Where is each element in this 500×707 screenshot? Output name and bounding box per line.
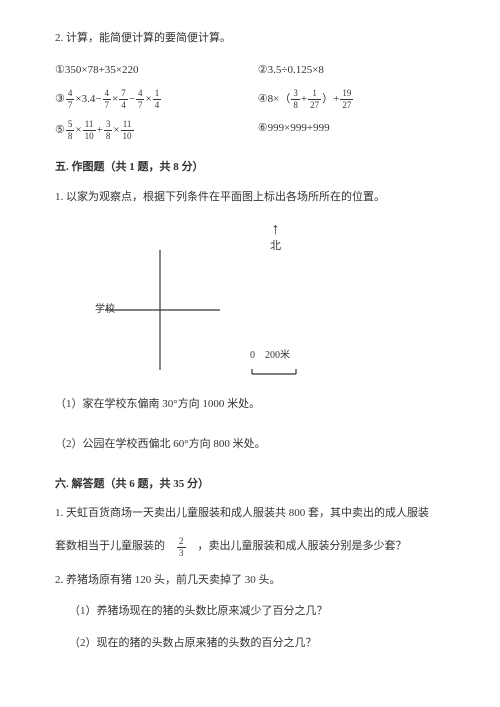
fraction: 58 xyxy=(66,120,75,141)
scale-value: 200米 xyxy=(265,350,290,361)
diagram: ↑ 北 学校 0 200米 xyxy=(95,220,335,380)
calc-left: ①350×78+35×220 xyxy=(55,62,258,80)
calc-rows: ①350×78+35×220②3.5÷0.125×8③ 47 ×3.4− 47 … xyxy=(55,62,445,142)
section-5-sub1: （1）家在学校东偏南 30°方向 1000 米处。 xyxy=(55,396,445,414)
fraction: 47 xyxy=(136,89,145,110)
fraction: 38 xyxy=(291,89,300,110)
north-indicator: ↑ 北 xyxy=(270,222,281,256)
section-6-q2: 2. 养猪场原有猪 120 头，前几天卖掉了 30 头。 xyxy=(55,572,445,590)
section-5-q1: 1. 以家为观察点，根据下列条件在平面图上标出各场所所在的位置。 xyxy=(55,189,445,207)
q1b-frac-num: 2 xyxy=(177,537,186,548)
fraction: 1110 xyxy=(83,120,96,141)
calc-right: ②3.5÷0.125×8 xyxy=(258,62,445,80)
fraction: 38 xyxy=(104,120,113,141)
section-5-sub2: （2）公园在学校西偏北 60°方向 800 米处。 xyxy=(55,436,445,454)
calc-left: ③ 47 ×3.4− 47 × 74 − 47 × 14 xyxy=(55,89,258,110)
fraction: 47 xyxy=(66,89,75,110)
fraction: 47 xyxy=(103,89,112,110)
calc-row: ③ 47 ×3.4− 47 × 74 − 47 × 14④8×（ 38 + 12… xyxy=(55,89,445,110)
section-6-q1-line1: 1. 天虹百货商场一天卖出儿童服装和成人服装共 800 套，其中卖出的成人服装 xyxy=(55,505,445,523)
arrow-up-icon: ↑ xyxy=(270,222,281,238)
section-6-title: 六. 解答题（共 6 题，共 35 分） xyxy=(55,476,445,494)
section-5-title: 五. 作图题（共 1 题，共 8 分） xyxy=(55,159,445,177)
fraction: 127 xyxy=(308,89,321,110)
scale-bar: 0 200米 xyxy=(250,348,298,380)
fraction: 1927 xyxy=(340,89,353,110)
fraction: 1110 xyxy=(121,120,134,141)
calc-row: ①350×78+35×220②3.5÷0.125×8 xyxy=(55,62,445,80)
scale-line-icon xyxy=(250,368,298,376)
fraction: 74 xyxy=(119,89,128,110)
q1b-fraction: 2 3 xyxy=(177,537,186,558)
section-6-q1-line2: 套数相当于儿童服装的 2 3 ，卖出儿童服装和成人服装分别是多少套？ xyxy=(55,537,407,558)
fraction: 14 xyxy=(153,89,162,110)
q1b-frac-den: 3 xyxy=(177,548,186,558)
calc-right: ④8×（ 38 + 127 ）+ 1927 xyxy=(258,89,445,110)
q1b-pre: 套数相当于儿童服装的 xyxy=(55,538,176,556)
school-label: 学校 xyxy=(95,302,115,318)
q1b-post: ，卖出儿童服装和成人服装分别是多少套？ xyxy=(187,538,407,556)
calc-row: ⑤ 58 × 1110 + 38 × 1110⑥999×999+999 xyxy=(55,120,445,141)
question-2-intro: 2. 计算，能简便计算的要简便计算。 xyxy=(55,30,445,48)
calc-right: ⑥999×999+999 xyxy=(258,120,445,141)
calc-left: ⑤ 58 × 1110 + 38 × 1110 xyxy=(55,120,258,141)
section-6-q2-2: （2）现在的猪的头数占原来猪的头数的百分之几？ xyxy=(69,635,445,653)
section-6-q2-1: （1）养猪场现在的猪的头数比原来减少了百分之几？ xyxy=(69,603,445,621)
scale-zero: 0 xyxy=(250,350,255,361)
north-label: 北 xyxy=(270,238,281,256)
